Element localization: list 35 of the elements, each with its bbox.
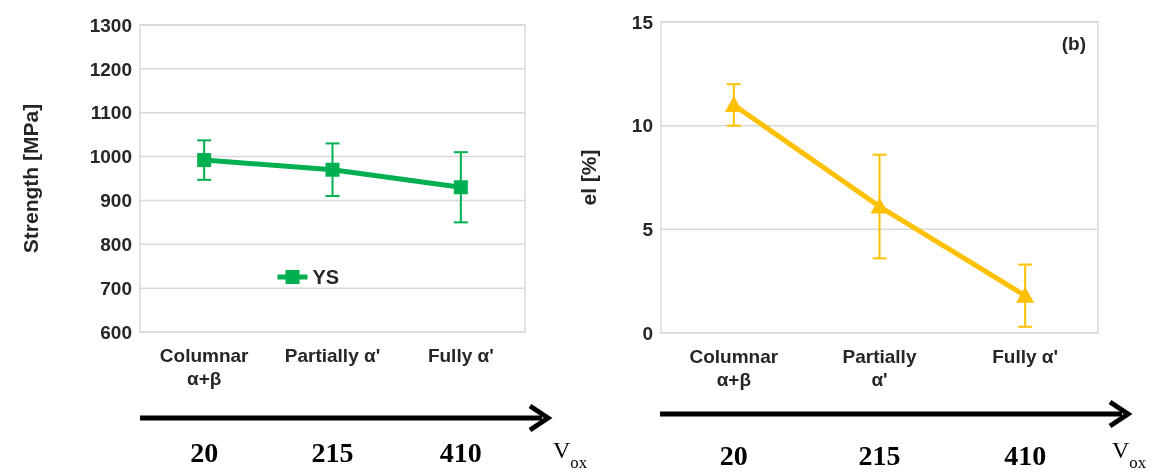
text: 215 <box>311 437 354 468</box>
text: (b) <box>1061 33 1086 54</box>
x-tick-label: Columnar α+β <box>689 346 779 390</box>
y-tick-label: 800 <box>100 233 132 255</box>
point <box>870 197 889 214</box>
y-tick-label: 1100 <box>90 102 132 124</box>
x-tick-label: Columnar α+β <box>159 345 250 389</box>
point <box>453 180 468 195</box>
text: 410 <box>439 437 482 468</box>
x-tick-label: Partially α' <box>842 346 917 390</box>
y-tick-label: 0 <box>642 322 653 344</box>
point <box>325 162 340 177</box>
text: 20 <box>719 440 748 471</box>
legend-label: YS <box>312 266 340 288</box>
y-tick-label: 1000 <box>89 146 132 168</box>
point <box>1016 286 1035 303</box>
text: V$_{ox}$ <box>553 437 588 472</box>
x-tick-label: Fully α' <box>427 345 494 366</box>
text: 410 <box>1004 440 1047 471</box>
y-tick-label: 1300 <box>89 14 132 36</box>
text: 215 <box>858 440 901 471</box>
y-tick-label: 5 <box>642 218 654 240</box>
x-tick-label: Fully α' <box>992 346 1059 367</box>
y-axis-title: Strength [MPa] <box>19 103 42 254</box>
text: V$_{ox}$ <box>1112 437 1147 472</box>
y-tick-label: 600 <box>100 321 132 343</box>
x-tick-label: Partially α' <box>284 345 381 366</box>
y-axis-title: el [%] <box>577 149 600 206</box>
y-tick-label: 1200 <box>89 58 132 80</box>
text: 20 <box>190 437 219 468</box>
y-tick-label: 15 <box>631 11 654 33</box>
y-tick-label: 900 <box>100 190 132 212</box>
y-tick-label: 10 <box>631 115 653 137</box>
y-tick-label: 700 <box>100 277 132 299</box>
point <box>197 153 212 168</box>
